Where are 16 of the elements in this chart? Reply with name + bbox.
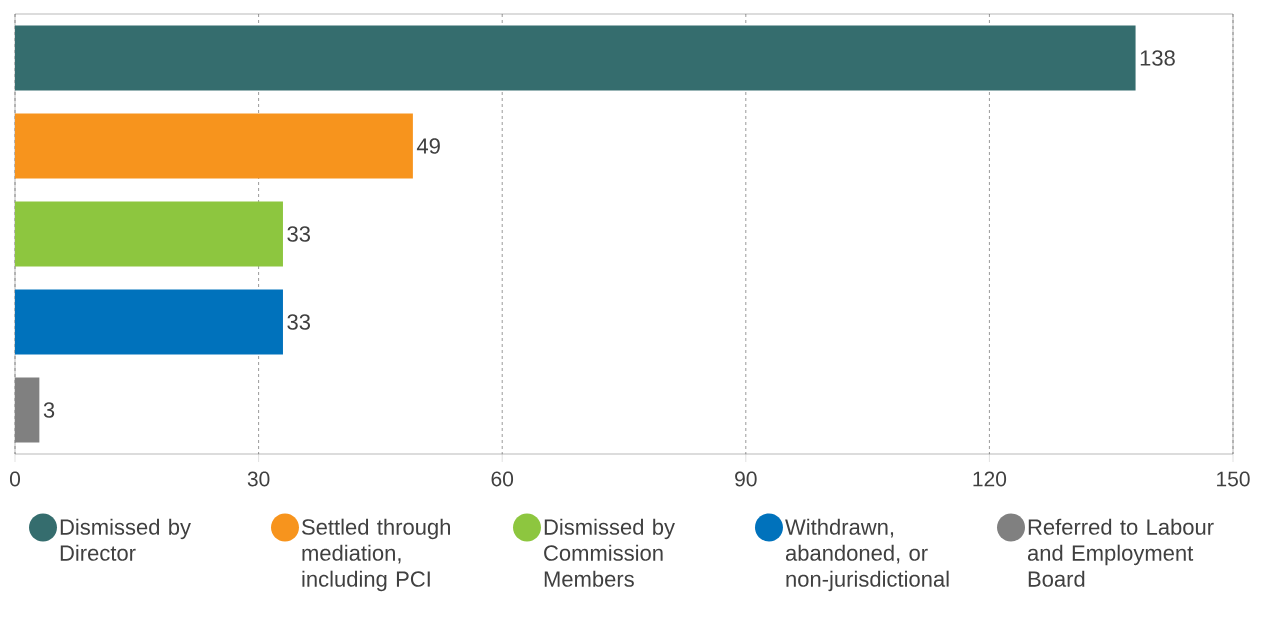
data-label: 3 bbox=[43, 402, 55, 418]
legend-label: Dismissed by Director bbox=[60, 518, 191, 561]
legend-label: Withdrawn, abandoned, or non-jurisdictional bbox=[785, 518, 949, 592]
x-tick-label: 60 bbox=[491, 471, 514, 487]
data-label: 49 bbox=[416, 138, 440, 154]
x-tick-label: 120 bbox=[973, 471, 1007, 487]
x-tick-label: 90 bbox=[735, 471, 757, 487]
legend-label: Settled through mediation, including PCI bbox=[302, 518, 450, 592]
data-label: 33 bbox=[287, 226, 311, 242]
x-tick-label: 0 bbox=[9, 471, 21, 487]
legend-label: Dismissed by Commission Members bbox=[544, 518, 675, 587]
x-tick-label: 150 bbox=[1217, 471, 1250, 487]
data-label: 33 bbox=[287, 314, 311, 330]
x-tick-label: 30 bbox=[247, 471, 270, 487]
data-label: 138 bbox=[1140, 50, 1175, 66]
legend-label: Referred to Labour and Employment Board bbox=[1027, 518, 1214, 587]
